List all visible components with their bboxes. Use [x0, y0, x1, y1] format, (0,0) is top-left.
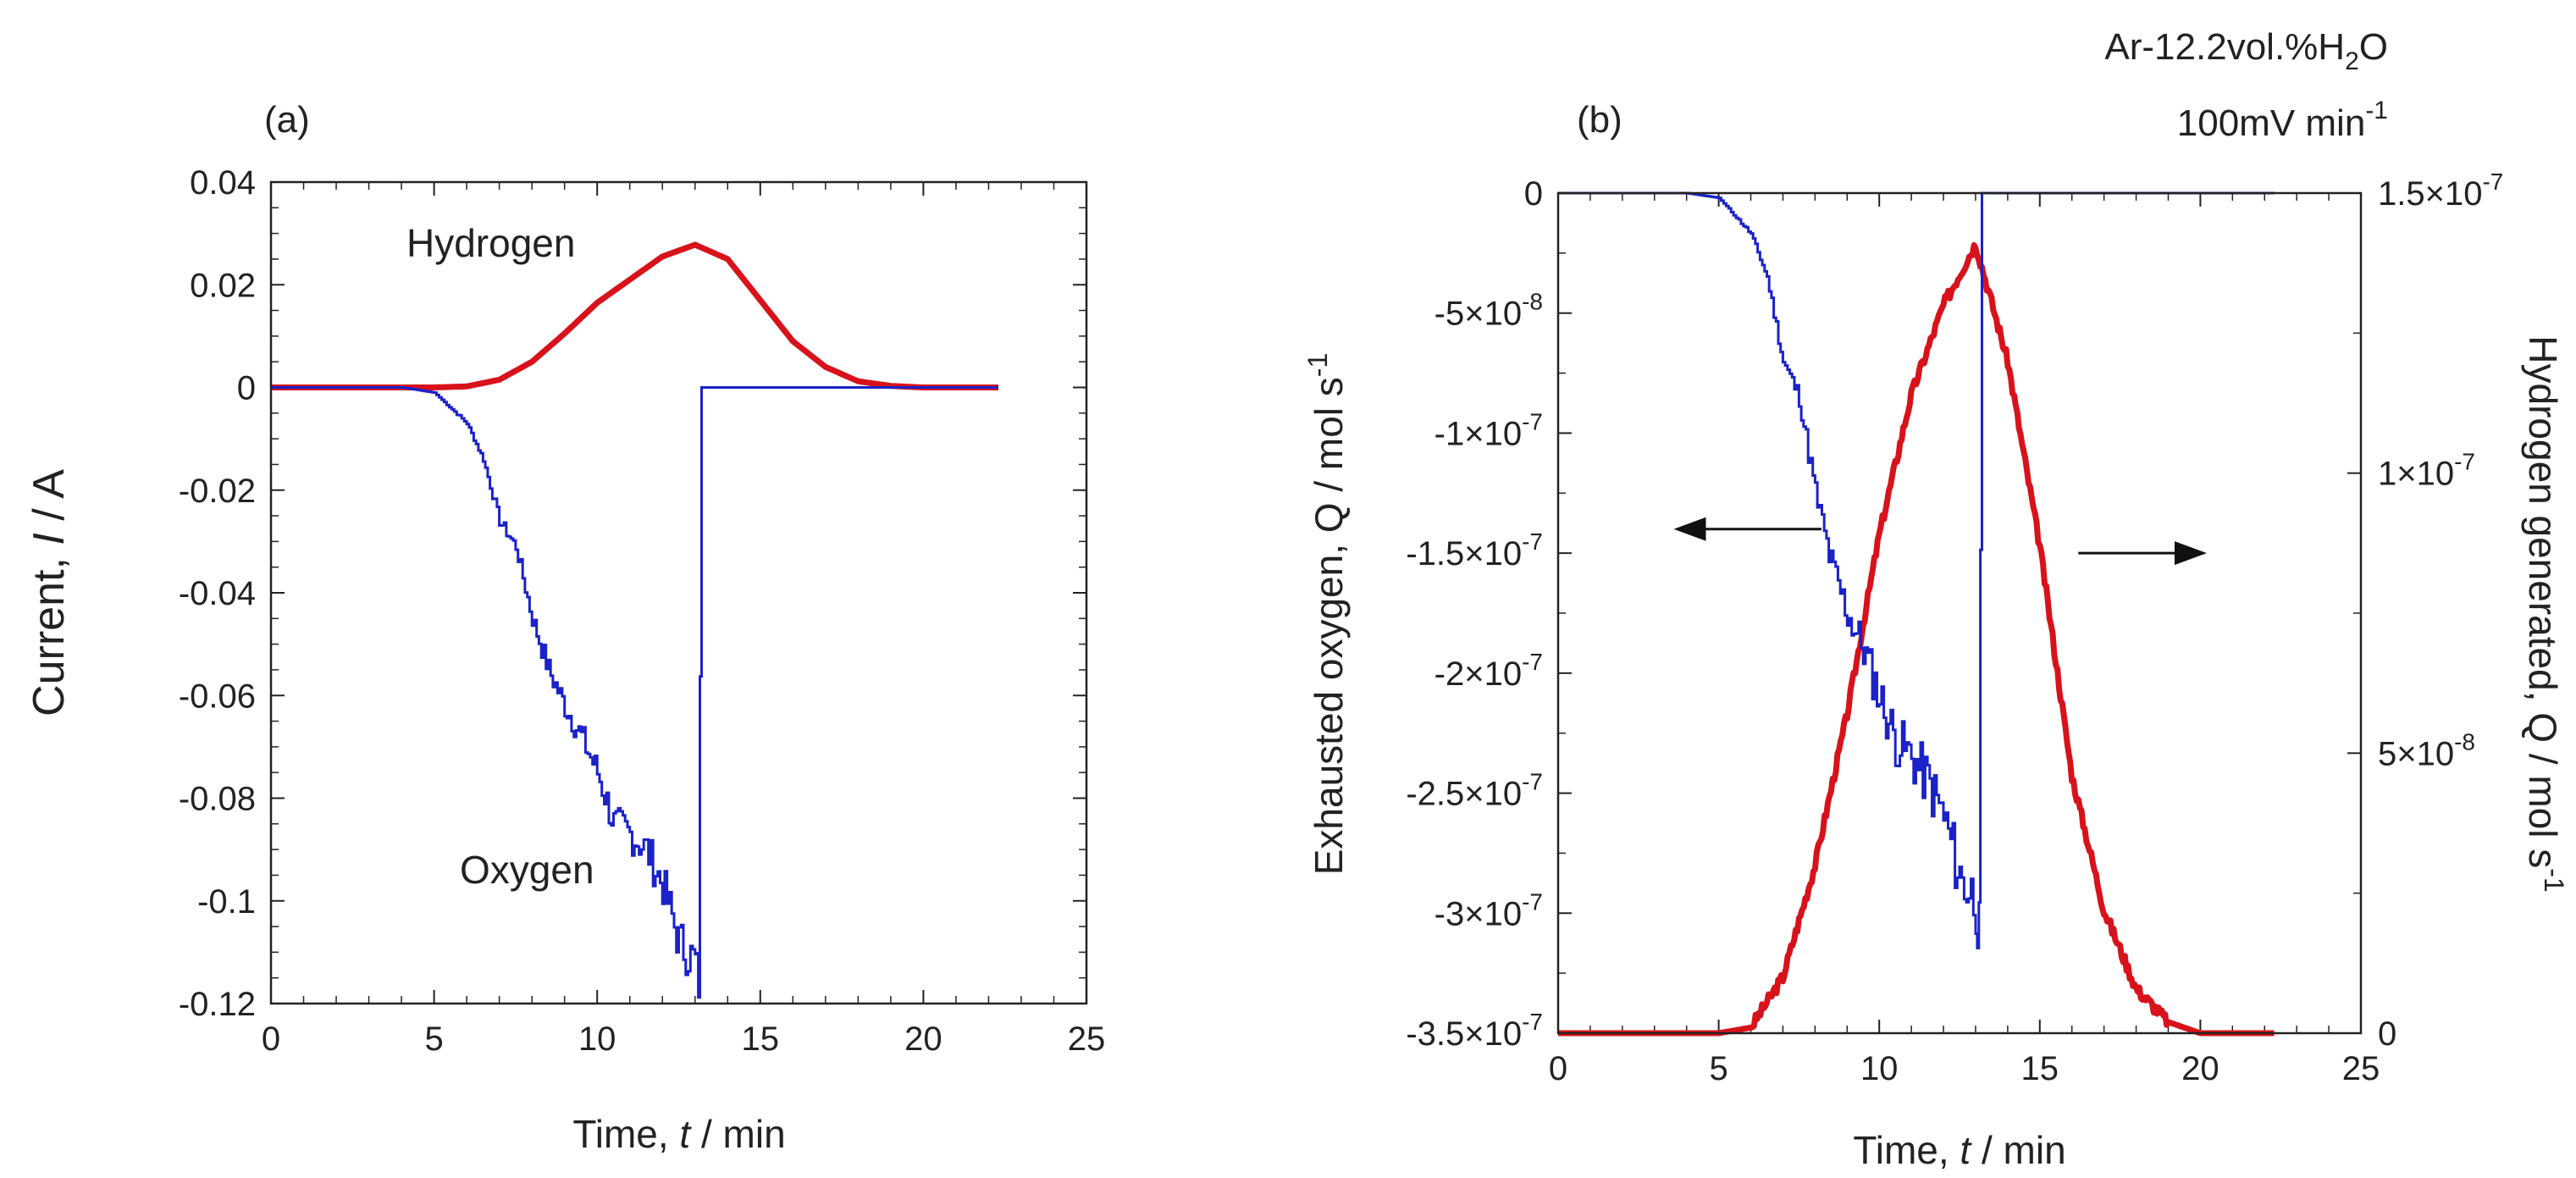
panel-a-tick-labels: 0 5 10 15 20 25 0.04 0.02 0 -0.02 -0.04 -0.06 -0.08 -…: [179, 164, 1105, 1058]
a-xtick-label-1: 5: [424, 1020, 443, 1058]
a-ytick-label-0: 0.04: [190, 164, 256, 202]
b-ytick-left-label-6: -3×10-7: [1434, 888, 1543, 932]
panel-a-x-axis-title: Time, t / min: [572, 1112, 785, 1156]
a-xtick-label-3: 15: [742, 1020, 780, 1058]
a-ytick-label-5: -0.06: [179, 677, 256, 715]
panel-a-y-axis-title: Current, I / A: [25, 469, 74, 716]
b-right-arrow-head: [2174, 541, 2207, 566]
panel-b-x-axis-title: Time, t / min: [1853, 1128, 2065, 1172]
b-ytick-left-label-2: -1×10-7: [1434, 408, 1543, 452]
a-xtick-label-5: 25: [1068, 1020, 1106, 1058]
b-ytick-left-label-1: -5×10-8: [1434, 289, 1543, 333]
b-xtick-label-4: 20: [2181, 1050, 2219, 1087]
a-xtick-label-4: 20: [904, 1020, 943, 1058]
b-series-hydrogen-line: [1556, 241, 2276, 1037]
b-ytick-right-label-3: 0: [2378, 1015, 2396, 1053]
b-xtick-label-3: 15: [2021, 1050, 2059, 1087]
panel-b-arrows: [1673, 517, 2207, 566]
a-series-hydrogen-line: [271, 241, 998, 390]
b-xtick-label-5: 25: [2342, 1050, 2380, 1087]
b-xtick-label-2: 10: [1860, 1050, 1899, 1087]
panel-a-series-label-hydrogen: Hydrogen: [406, 221, 575, 265]
panel-a-series: [271, 241, 998, 999]
b-ytick-left-label-4: -2×10-7: [1434, 649, 1543, 693]
panel-b-label: (b): [1577, 99, 1622, 141]
a-ytick-label-2: 0: [237, 370, 256, 407]
panel-b-left-axis-title: Exhausted oxygen, Q / mol s-1: [1302, 353, 1351, 876]
panel-b-tick-labels: 0 5 10 15 20 250-5×10-8-1×10-7-1.5×10-7-2×10-…: [1406, 169, 2503, 1087]
a-ytick-label-1: 0.02: [190, 267, 256, 304]
panel-b-series: [1556, 191, 2276, 1037]
a-xtick-label-2: 10: [578, 1020, 616, 1058]
a-ytick-label-6: -0.08: [179, 781, 256, 818]
a-ytick-label-3: -0.02: [179, 473, 256, 510]
panel-b-chart: (b) 0 5 10 15 20 250-5×10-8-1×10-7-1.5×10-7-2…: [1302, 99, 2569, 1172]
b-xtick-label-0: 0: [1549, 1050, 1567, 1087]
b-ytick-right-label-2: 5×10-8: [2378, 728, 2475, 772]
conditions-rate: 100mV min-1: [2177, 97, 2388, 144]
a-series-oxygen-line: [271, 386, 998, 999]
b-ytick-left-label-7: -3.5×10-7: [1406, 1009, 1543, 1053]
panel-a-plot-frame: [269, 180, 1088, 1005]
panel-a-label: (a): [264, 99, 310, 141]
panel-a-series-label-oxygen: Oxygen: [460, 848, 594, 892]
b-ytick-right-label-1: 1×10-7: [2378, 449, 2475, 493]
b-series-oxygen-line: [1558, 191, 2275, 949]
a-ytick-label-8: -0.12: [179, 986, 256, 1023]
a-xtick-label-0: 0: [262, 1020, 280, 1058]
a-ytick-label-4: -0.04: [179, 575, 256, 612]
panel-a-ticks: [270, 181, 1087, 1004]
conditions-gas: Ar-12.2vol.%H2O: [2104, 26, 2388, 75]
panel-a-chart: (a) 0 5 10 15 20 25 0.04 0.02 0 -0.02 -0.04 -0.06 -0…: [25, 99, 1105, 1156]
a-ytick-label-7: -0.1: [197, 883, 256, 921]
b-ytick-left-label-0: 0: [1524, 175, 1543, 213]
b-ytick-right-label-0: 1.5×10-7: [2378, 169, 2503, 213]
panel-b-plot-frame: [1556, 191, 2363, 1035]
b-ytick-left-label-3: -1.5×10-7: [1406, 528, 1543, 572]
panel-b-ticks: [1557, 192, 2362, 1034]
b-left-arrow-head: [1673, 517, 1706, 541]
b-xtick-label-1: 5: [1709, 1050, 1727, 1087]
panel-b-right-axis-title: Hydrogen generated, Q / mol s-1: [2521, 335, 2569, 892]
b-ytick-left-label-5: -2.5×10-7: [1406, 769, 1543, 813]
